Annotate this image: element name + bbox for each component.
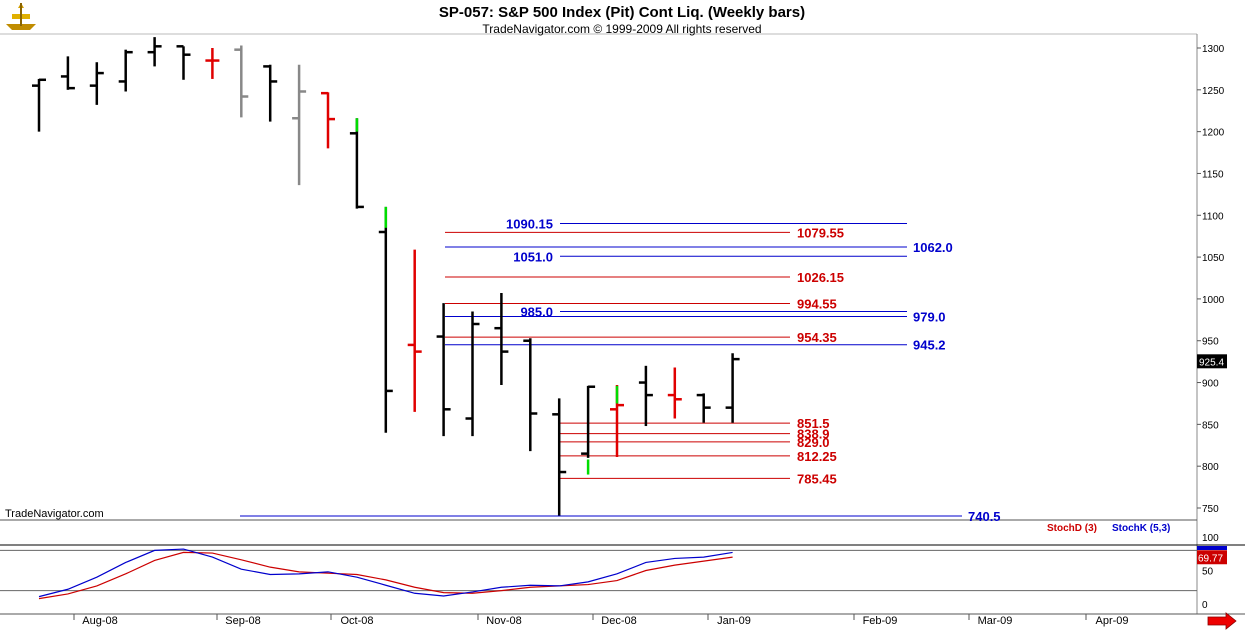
- date-tick-label: Mar-09: [978, 615, 1013, 627]
- price-tick-label: 1150: [1202, 169, 1224, 180]
- stoch-tick-label: 50: [1202, 567, 1214, 578]
- ohlc-bar: [234, 45, 249, 118]
- red-level-label: 838.9: [797, 427, 830, 442]
- chart-title: SP-057: S&P 500 Index (Pit) Cont Liq. (W…: [439, 4, 805, 21]
- stochd-last-box: [1197, 550, 1227, 565]
- stochd-line: [38, 551, 733, 600]
- watermark-text: TradeNavigator.com: [5, 508, 104, 520]
- date-tick-label: Apr-09: [1095, 615, 1128, 627]
- blue-level-label: 740.5: [968, 509, 1001, 524]
- ohlc-bar: [725, 353, 740, 423]
- stoch-tick-label: 100: [1202, 533, 1219, 544]
- red-level-label: 829.0: [797, 435, 830, 450]
- red-level-label: 785.45: [797, 471, 837, 486]
- price-tick-label: 1100: [1202, 211, 1224, 222]
- blue-level-label: 979.0: [913, 309, 946, 324]
- ohlc-bar: [89, 62, 104, 105]
- red-level-label: 851.5: [797, 416, 830, 431]
- date-tick-label: Dec-08: [601, 615, 636, 627]
- date-tick-label: Jan-09: [717, 615, 751, 627]
- ohlc-bar: [118, 49, 133, 92]
- price-axis: 750 800 850 900 950 1000 1050 1100 1150 1200 1250 1…: [1197, 44, 1225, 515]
- date-tick-label: Oct-08: [340, 615, 373, 627]
- logo-icon: [6, 3, 36, 30]
- blue-level-label: 1051.0: [513, 249, 553, 264]
- blue-level-label: 985.0: [520, 304, 553, 319]
- ohlc-bar: [407, 249, 422, 412]
- price-tick-label: 1000: [1202, 295, 1225, 306]
- ohlc-bar: [523, 338, 538, 452]
- ohlc-bar: [581, 385, 596, 458]
- price-tick-label: 800: [1202, 462, 1219, 473]
- stoch-last-label: 69.77: [1198, 553, 1223, 564]
- ohlc-bar: [205, 48, 220, 79]
- stochk-last-marker: [1197, 546, 1227, 550]
- last-price-label: 925.4: [1199, 357, 1224, 368]
- red-level-label: 812.25: [797, 449, 837, 464]
- stochastic-panel: 0 50 100 StochD (3) StochK (5,3) 69.77: [0, 523, 1227, 611]
- ohlc-bar: [494, 293, 509, 386]
- date-tick-label: Aug-08: [82, 615, 117, 627]
- ohlc-bar: [263, 64, 278, 122]
- price-tick-label: 1300: [1202, 44, 1225, 55]
- scroll-right-arrow-icon[interactable]: [1207, 612, 1237, 630]
- ohlc-bar: [552, 398, 567, 516]
- ohlc-bar: [667, 367, 682, 419]
- price-tick-label: 900: [1202, 379, 1219, 390]
- price-tick-label: 850: [1202, 420, 1219, 431]
- ohlc-bar: [176, 45, 191, 80]
- red-level-label: 1026.15: [797, 270, 844, 285]
- ohlc-bar: [32, 78, 46, 132]
- ohlc-bar: [321, 91, 335, 149]
- chart-subtitle: TradeNavigator.com © 1999-2009 All right…: [482, 22, 761, 36]
- ohlc-bars: [32, 37, 740, 516]
- last-price-marker: 925.4: [1197, 354, 1227, 369]
- ohlc-bar: [696, 393, 711, 423]
- date-tick-label: Sep-08: [225, 615, 260, 627]
- stoch-legend-item: StochK (5,3): [1112, 523, 1170, 534]
- price-tick-label: 750: [1202, 504, 1219, 515]
- last-price-box: [1197, 354, 1227, 369]
- stochk-line: [38, 548, 733, 598]
- blue-level-label: 1062.0: [913, 240, 953, 255]
- date-axis: Aug-08 Sep-08 Oct-08 Nov-08 Dec-08 Jan-09 Feb-…: [73, 614, 1129, 627]
- ohlc-bar: [60, 56, 75, 90]
- stoch-legend-item: StochD (3): [1047, 523, 1097, 534]
- date-tick-label: Feb-09: [863, 615, 898, 627]
- price-tick-label: 950: [1202, 337, 1219, 348]
- date-tick-label: Nov-08: [486, 615, 521, 627]
- ohlc-bar: [292, 64, 307, 186]
- blue-level-label: 1090.15: [506, 217, 553, 232]
- ohlc-bar: [349, 118, 364, 209]
- ohlc-bar: [378, 206, 393, 433]
- ohlc-bar: [638, 365, 653, 427]
- stoch-tick-label: 0: [1202, 600, 1208, 611]
- blue-level-label: 945.2: [913, 338, 946, 353]
- ohlc-bar: [147, 37, 162, 67]
- price-tick-label: 1200: [1202, 128, 1225, 139]
- red-level-label: 1079.55: [797, 225, 844, 240]
- red-level-label: 954.35: [797, 330, 837, 345]
- price-tick-label: 1250: [1202, 86, 1225, 97]
- ohlc-bar: [436, 303, 451, 437]
- price-tick-label: 1050: [1202, 253, 1225, 264]
- red-level-label: 994.55: [797, 296, 837, 311]
- ohlc-bar: [465, 311, 480, 437]
